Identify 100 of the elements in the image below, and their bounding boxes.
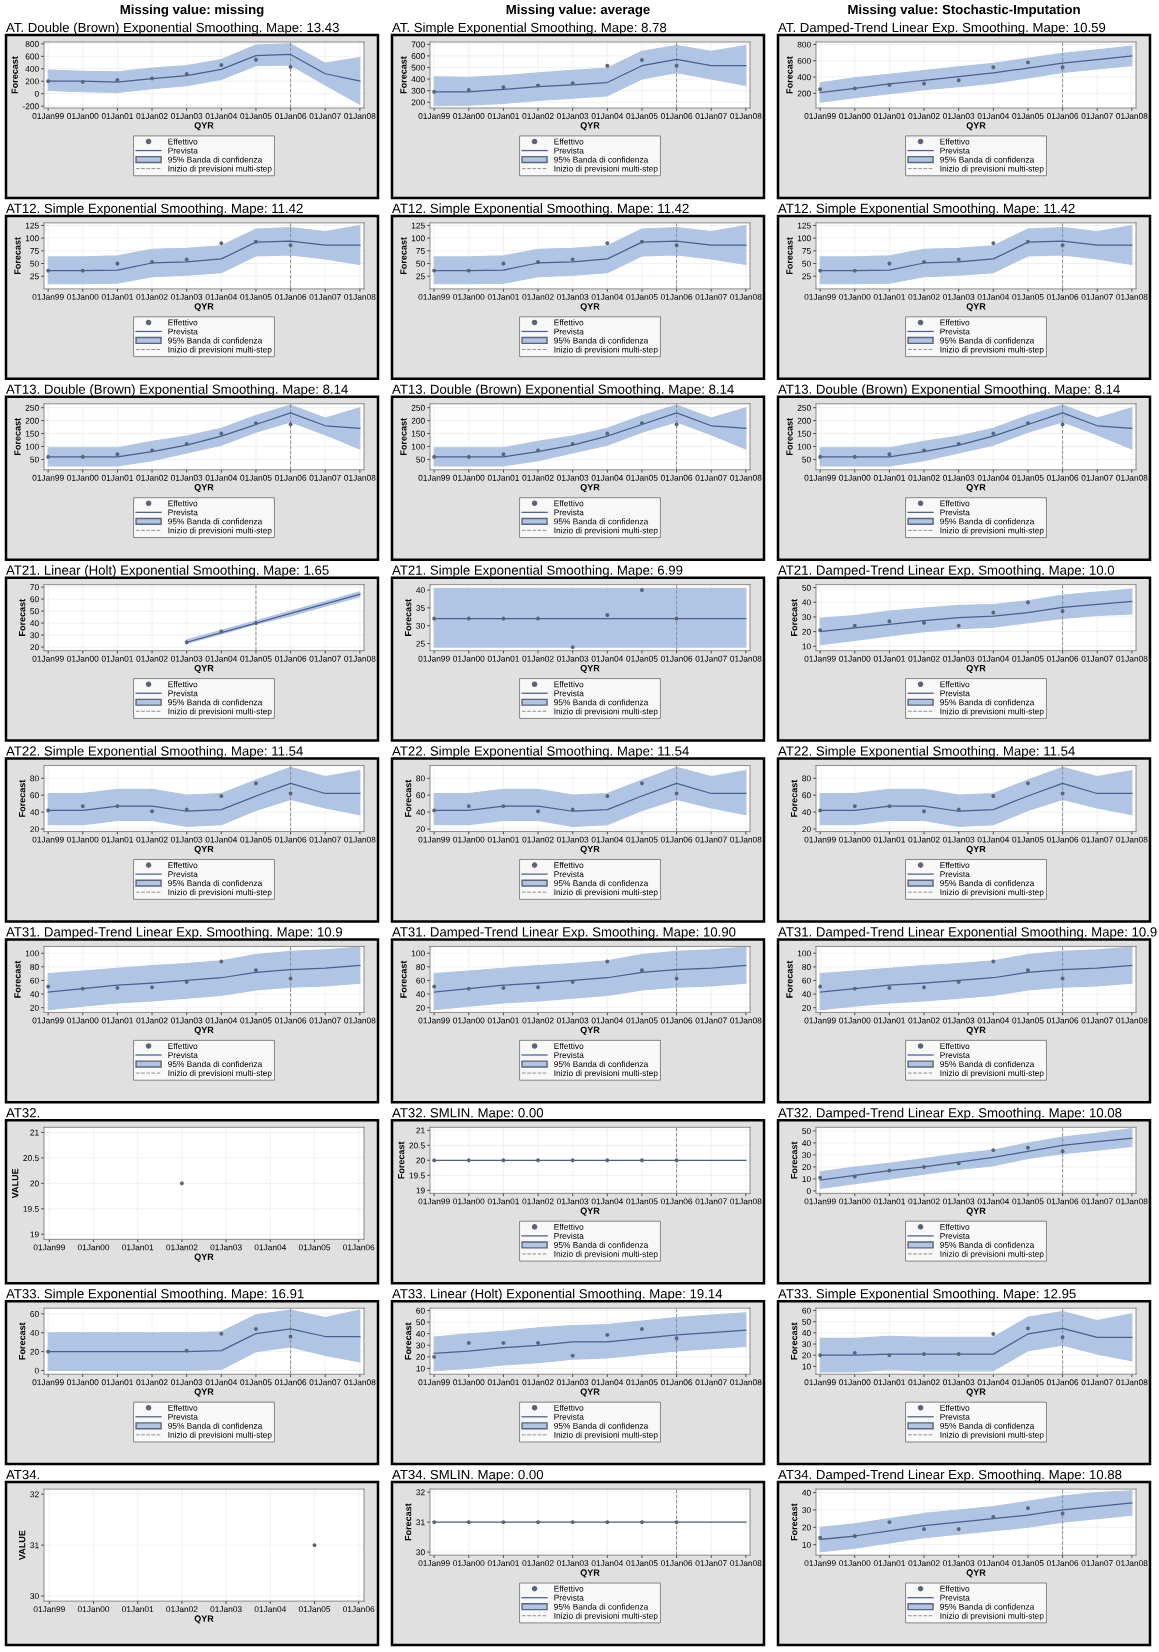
x-tick-label: 01Jan07 (309, 1017, 341, 1024)
x-tick-label: 01Jan08 (730, 113, 762, 119)
legend-label: Effettivo (554, 681, 584, 688)
legend-label: Prevista (554, 147, 584, 154)
y-tick-label: 19 (416, 1187, 425, 1194)
legend-label: Effettivo (168, 319, 198, 326)
x-tick-label: 01Jan02 (908, 293, 940, 300)
x-tick-label: 01Jan02 (166, 1606, 198, 1613)
point (219, 63, 224, 67)
y-axis-title: Forecast (791, 779, 798, 817)
legend-label: Inizio di previsioni multi-step (940, 1431, 1044, 1440)
legend-label: Inizio di previsioni multi-step (168, 165, 272, 174)
y-tick-label: 100 (25, 235, 39, 242)
chart-title: Missing value: Stochastic-Imputation (848, 4, 1080, 17)
y-axis-title: Forecast (405, 598, 412, 636)
x-tick-label: 01Jan01 (122, 1606, 154, 1613)
y-axis-title: Forecast (786, 418, 793, 455)
x-tick-label: 01Jan99 (804, 1198, 836, 1205)
legend-label: Effettivo (554, 861, 584, 869)
y-tick-label: 32 (30, 1491, 39, 1498)
x-tick-label: 01Jan06 (343, 1244, 375, 1251)
point (887, 1353, 892, 1358)
legend-label: 95% Banda di confidenza (168, 880, 263, 887)
point (605, 63, 610, 68)
x-tick-label: 01Jan07 (695, 1379, 727, 1386)
x-tick-label: 01Jan99 (418, 113, 450, 119)
x-tick-label: 01Jan04 (977, 1379, 1010, 1386)
line-series (819, 412, 1133, 458)
y-tick-label: 100 (411, 443, 425, 450)
y-tick-label: 20.5 (409, 1142, 425, 1149)
x-axis-title: QYR (194, 1615, 214, 1624)
y-tick-label: 20 (802, 826, 811, 833)
chart-title: AT33. Linear (Holt) Exponential Smoothing. Mape: 19.14 (392, 1288, 723, 1301)
line-series (819, 964, 1133, 993)
x-tick-label: 01Jan08 (1116, 1379, 1148, 1386)
x-tick-label: 01Jan08 (1116, 474, 1148, 481)
y-axis-title: Forecast (11, 56, 18, 94)
x-tick-label: 01Jan99 (418, 655, 450, 662)
x-tick-label: 01Jan03 (210, 1244, 242, 1251)
y-tick-label: 60 (416, 792, 425, 799)
legend-label: Inizio di previsioni multi-step (940, 1250, 1044, 1259)
chart-title: AT32. SMLIN. Mape: 0.00 (392, 1108, 544, 1121)
point (922, 1164, 927, 1169)
legend-label: Effettivo (940, 681, 970, 688)
x-tick-label: 01Jan07 (309, 113, 341, 119)
y-tick-label: 600 (25, 53, 39, 60)
x-tick-label: 01Jan01 (101, 113, 133, 119)
legend-label: Inizio di previsioni multi-step (168, 708, 272, 716)
point (956, 1161, 961, 1166)
x-tick-label: 01Jan99 (804, 1017, 836, 1024)
line-series (819, 1137, 1133, 1181)
x-tick-label: 01Jan99 (418, 1198, 450, 1205)
point (536, 83, 541, 88)
x-tick-label: 01Jan03 (557, 655, 589, 662)
x-tick-label: 01Jan99 (804, 1379, 836, 1386)
x-tick-label: 01Jan05 (626, 293, 658, 300)
x-tick-label: 01Jan00 (839, 1017, 871, 1024)
y-tick-label: 60 (416, 977, 425, 984)
point (184, 640, 189, 645)
x-tick-label: 01Jan05 (1012, 1379, 1044, 1386)
x-tick-label: 01Jan06 (274, 1379, 307, 1386)
x-tick-label: 01Jan05 (626, 1198, 658, 1205)
legend-label: Effettivo (940, 500, 970, 507)
x-tick-label: 01Jan05 (1012, 655, 1044, 662)
x-tick-label: 01Jan02 (522, 836, 554, 843)
y-tick-label: 32 (416, 1489, 425, 1496)
x-tick-label: 01Jan05 (1012, 293, 1044, 300)
y-axis-title: Forecast (19, 1322, 26, 1360)
y-tick-label: 700 (411, 41, 425, 48)
point (466, 88, 471, 93)
y-tick-label: 30 (802, 1341, 811, 1348)
y-tick-label: 250 (411, 404, 425, 411)
y-tick-label: 20 (416, 1004, 425, 1011)
y-axis-title: Forecast (19, 779, 26, 817)
point (219, 959, 224, 964)
legend-label: Prevista (940, 690, 970, 697)
legend-label: Effettivo (554, 1042, 584, 1049)
y-tick-label: 30 (802, 1152, 811, 1159)
point (991, 794, 996, 798)
x-tick-label: 01Jan05 (626, 1017, 658, 1024)
y-tick-label: 30 (416, 1549, 425, 1556)
x-tick-label: 01Jan07 (1081, 474, 1113, 481)
y-tick-label: 70 (30, 584, 39, 591)
x-tick-label: 01Jan01 (873, 655, 905, 662)
chart-title: AT13. Double (Brown) Exponential Smoothing. Mape: 8.14 (6, 384, 348, 397)
x-tick-label: 01Jan07 (1081, 293, 1113, 300)
point (432, 454, 437, 459)
x-tick-label: 01Jan02 (166, 1244, 198, 1251)
chart-title: AT31. Damped-Trend Linear Exp. Smoothing. Mape: 10.9 (6, 926, 343, 940)
x-tick-label: 01Jan05 (1012, 836, 1044, 843)
x-axis-title: QYR (194, 484, 214, 493)
legend-label: Prevista (554, 1594, 584, 1601)
legend-label: Prevista (168, 328, 198, 335)
x-tick-label: 01Jan03 (171, 836, 203, 843)
point (150, 985, 155, 990)
x-axis-title: QYR (194, 845, 214, 854)
point (46, 984, 51, 989)
legend-label: Inizio di previsioni multi-step (554, 1250, 658, 1259)
legend-label: Effettivo (940, 861, 970, 869)
y-tick-label: 100 (25, 443, 39, 450)
